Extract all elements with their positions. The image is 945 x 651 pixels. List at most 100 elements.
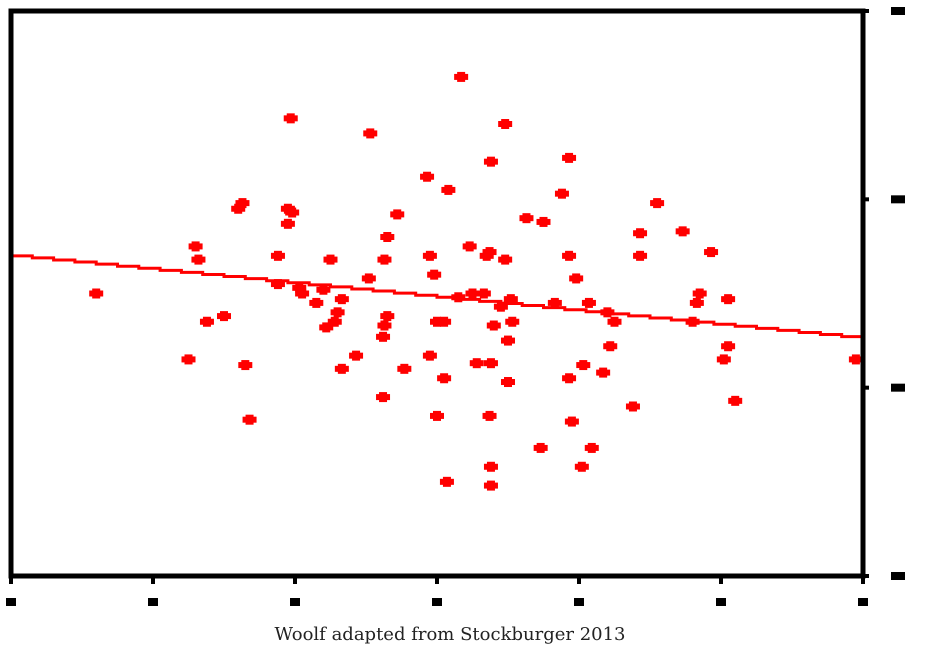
data-point-core — [720, 354, 728, 364]
data-point-core — [203, 317, 211, 327]
x-tick-mark — [151, 576, 155, 584]
data-point-core — [487, 481, 495, 491]
x-tick-label-glyph — [574, 598, 584, 606]
data-point-core — [457, 72, 465, 82]
data-point-core — [312, 298, 320, 308]
data-point-core — [588, 443, 596, 453]
data-point-core — [393, 209, 401, 219]
x-tick-label-glyph — [716, 598, 726, 606]
data-point-core — [653, 198, 661, 208]
data-point-core — [579, 360, 587, 370]
data-point-core — [724, 341, 732, 351]
data-point-core — [473, 358, 481, 368]
data-point-core — [558, 189, 566, 199]
x-tick-mark — [435, 576, 439, 584]
data-point-core — [288, 208, 296, 218]
x-tick-mark — [293, 576, 297, 584]
data-point-core — [693, 298, 701, 308]
data-point-core — [629, 402, 637, 412]
data-point-core — [383, 311, 391, 321]
data-point-core — [274, 251, 282, 261]
data-point-core — [565, 153, 573, 163]
data-point-core — [444, 185, 452, 195]
data-point-core — [508, 317, 516, 327]
y-tick-mark — [863, 386, 869, 390]
data-point-core — [192, 241, 200, 251]
data-point-core — [433, 411, 441, 421]
data-point-core — [568, 417, 576, 427]
data-point-core — [327, 255, 335, 265]
data-point-core — [486, 411, 494, 421]
x-tick-mark — [719, 576, 723, 584]
data-point-core — [724, 294, 732, 304]
data-point-core — [440, 373, 448, 383]
data-point-core — [852, 354, 860, 364]
data-point-core — [185, 354, 193, 364]
data-point-core — [551, 298, 559, 308]
data-point-core — [423, 172, 431, 182]
data-point-core — [241, 360, 249, 370]
data-point-core — [636, 228, 644, 238]
data-point-core — [504, 377, 512, 387]
data-point-core — [440, 317, 448, 327]
y-tick-label-glyph — [891, 384, 905, 392]
data-point-core — [501, 255, 509, 265]
data-point-core — [487, 462, 495, 472]
data-point-core — [430, 270, 438, 280]
x-tick-mark — [9, 576, 13, 584]
y-tick-label-glyph — [891, 572, 905, 580]
data-point-core — [338, 364, 346, 374]
data-point-core — [274, 279, 282, 289]
data-point-core — [572, 273, 580, 283]
data-point-core — [707, 247, 715, 257]
data-point-core — [220, 311, 228, 321]
data-point-core — [284, 219, 292, 229]
data-point-core — [537, 443, 545, 453]
figure-caption: Woolf adapted from Stockburger 2013 — [0, 624, 900, 645]
data-point-core — [383, 232, 391, 242]
data-point-core — [606, 341, 614, 351]
data-point-core — [689, 317, 697, 327]
y-tick-mark — [863, 197, 869, 201]
data-point-core — [636, 251, 644, 261]
data-point-core — [679, 226, 687, 236]
data-point-core — [731, 396, 739, 406]
data-point-core — [565, 373, 573, 383]
data-point-core — [379, 332, 387, 342]
data-point-core — [379, 392, 387, 402]
data-point-core — [380, 321, 388, 331]
data-point-core — [469, 289, 477, 299]
x-tick-label-glyph — [148, 598, 158, 606]
data-point-core — [454, 292, 462, 302]
data-point-core — [466, 241, 474, 251]
data-point-core — [611, 317, 619, 327]
data-point-core — [507, 294, 515, 304]
x-tick-label-glyph — [858, 598, 868, 606]
data-point-core — [443, 477, 451, 487]
data-point-core — [426, 351, 434, 361]
data-point-core — [565, 251, 573, 261]
y-tick-label-glyph — [891, 195, 905, 203]
data-point-core — [194, 255, 202, 265]
data-point-core — [497, 302, 505, 312]
data-point-core — [540, 217, 548, 227]
data-point-core — [400, 364, 408, 374]
y-tick-mark — [863, 574, 869, 578]
data-point-core — [298, 289, 306, 299]
x-tick-label-glyph — [6, 598, 16, 606]
data-point-core — [522, 213, 530, 223]
x-tick-mark — [577, 576, 581, 584]
data-point-core — [238, 198, 246, 208]
data-point-core — [380, 255, 388, 265]
data-point-core — [585, 298, 593, 308]
data-point-core — [92, 289, 100, 299]
x-tick-label-glyph — [290, 598, 300, 606]
data-point-core — [426, 251, 434, 261]
data-point-core — [319, 285, 327, 295]
data-point-core — [487, 157, 495, 167]
y-tick-mark — [863, 9, 869, 13]
data-point-core — [486, 247, 494, 257]
data-point-core — [246, 415, 254, 425]
